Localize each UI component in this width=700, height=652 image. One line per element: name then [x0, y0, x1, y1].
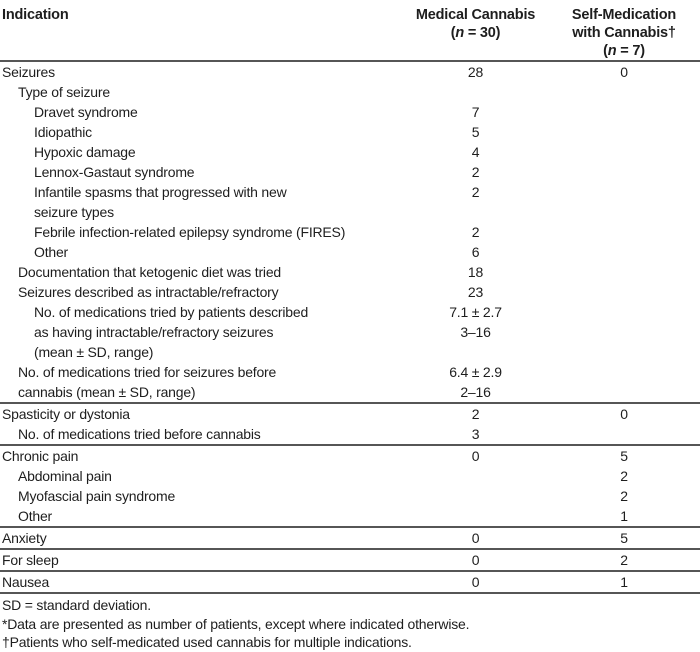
row-label: Seizures: [2, 64, 55, 80]
row-label: Infantile spasms that progressed with ne…: [34, 184, 287, 200]
row-label: Documentation that ketogenic diet was tr…: [18, 264, 281, 280]
cell-value: 4: [471, 144, 480, 160]
divider-rule-header: [0, 60, 700, 62]
row-label: Spasticity or dystonia: [2, 406, 130, 422]
row-label: Lennox-Gastaut syndrome: [34, 164, 195, 180]
cell-value: 0: [620, 64, 628, 80]
cell-value: 1: [620, 574, 628, 590]
row-seizures: Seizures 28 0: [0, 62, 700, 82]
row-anxiety: Anxiety 0 5: [0, 528, 700, 548]
row-label: Dravet syndrome: [34, 104, 138, 120]
row-hypoxic-damage: Hypoxic damage 4: [0, 142, 700, 162]
cell-value-range: 3–16: [460, 324, 491, 340]
row-spasticity-dystonia: Spasticity or dystonia 2 0: [0, 404, 700, 424]
row-seizure-other: Other 6: [0, 242, 700, 262]
row-label: No. of medications tried before cannabis: [18, 426, 261, 442]
row-label: Anxiety: [2, 530, 47, 546]
col-header-self-medication-n: (n = 7): [603, 43, 645, 59]
cell-value: 0: [471, 552, 480, 568]
row-label-line3: (mean ± SD, range): [34, 344, 154, 360]
col-header-self-medication-line1: Self-Medication: [571, 7, 677, 23]
row-infantile-spasms: Infantile spasms that progressed with ne…: [0, 182, 700, 222]
table-header: Indication Medical Cannabis (n = 30) Sel…: [0, 0, 700, 60]
row-label: No. of medications tried for seizures be…: [18, 364, 277, 380]
row-spasticity-meds-before-cannabis: No. of medications tried before cannabis…: [0, 424, 700, 444]
cell-value: 23: [467, 284, 484, 300]
row-meds-tried-intractable: No. of medications tried by patients des…: [0, 302, 700, 362]
table-footnotes: SD = standard deviation. *Data are prese…: [0, 594, 700, 652]
cell-value: 2: [471, 164, 480, 180]
cell-value-mean-sd: 7.1 ± 2.7: [449, 304, 502, 320]
cell-value: 2: [471, 406, 480, 422]
col-header-self-medication: Self-Medication with Cannabis† (n = 7): [548, 6, 700, 60]
row-label-line2: cannabis (mean ± SD, range): [18, 384, 196, 400]
row-dravet-syndrome: Dravet syndrome 7: [0, 102, 700, 122]
col-header-indication: Indication: [2, 7, 69, 23]
row-fires: Febrile infection-related epilepsy syndr…: [0, 222, 700, 242]
cell-value: 28: [467, 64, 484, 80]
cell-value: 2: [471, 224, 480, 240]
row-label: Seizures described as intractable/refrac…: [18, 284, 279, 300]
row-label-line2: seizure types: [34, 204, 114, 220]
row-label: Chronic pain: [2, 448, 79, 464]
row-intractable-refractory: Seizures described as intractable/refrac…: [0, 282, 700, 302]
footnote-asterisk: *Data are presented as number of patient…: [2, 615, 470, 632]
row-myofascial-pain: Myofascial pain syndrome 2: [0, 486, 700, 506]
divider-rule: [0, 592, 700, 594]
cell-value: 0: [471, 530, 480, 546]
row-label: Other: [18, 508, 53, 524]
divider-rule: [0, 402, 700, 404]
cell-value: 7: [471, 104, 480, 120]
row-meds-tried-before-cannabis-seizures: No. of medications tried for seizures be…: [0, 362, 700, 402]
col-header-self-medication-line2: with Cannabis†: [572, 25, 676, 41]
row-nausea: Nausea 0 1: [0, 572, 700, 592]
cell-value: 3: [471, 426, 480, 442]
divider-rule: [0, 526, 700, 528]
cell-value: 0: [471, 574, 480, 590]
cell-value: 5: [620, 448, 628, 464]
col-header-medical-cannabis-n: (n = 30): [450, 25, 501, 41]
row-label: Myofascial pain syndrome: [18, 488, 176, 504]
row-for-sleep: For sleep 0 2: [0, 550, 700, 570]
row-label: Febrile infection-related epilepsy syndr…: [34, 224, 346, 240]
divider-rule: [0, 548, 700, 550]
footnote-dagger: †Patients who self-medicated used cannab…: [2, 634, 412, 650]
cell-value-mean-sd: 6.4 ± 2.9: [449, 364, 502, 380]
row-label: Other: [34, 244, 69, 260]
row-idiopathic: Idiopathic 5: [0, 122, 700, 142]
row-type-of-seizure: Type of seizure: [0, 82, 700, 102]
cell-value: 2: [620, 488, 628, 504]
divider-rule: [0, 444, 700, 446]
cell-value: 0: [620, 406, 628, 422]
row-label: No. of medications tried by patients des…: [34, 304, 309, 320]
cell-value: 0: [471, 448, 480, 464]
row-abdominal-pain: Abdominal pain 2: [0, 466, 700, 486]
row-ketogenic-diet: Documentation that ketogenic diet was tr…: [0, 262, 700, 282]
row-lennox-gastaut: Lennox-Gastaut syndrome 2: [0, 162, 700, 182]
cell-value: 2: [620, 468, 628, 484]
row-label: Nausea: [2, 574, 50, 590]
col-header-medical-cannabis: Medical Cannabis (n = 30): [403, 6, 548, 60]
cell-value: 2: [620, 552, 628, 568]
row-chronic-pain-other: Other 1: [0, 506, 700, 526]
col-header-medical-cannabis-line1: Medical Cannabis: [415, 7, 536, 23]
row-label: Hypoxic damage: [34, 144, 136, 160]
divider-rule: [0, 570, 700, 572]
row-chronic-pain: Chronic pain 0 5: [0, 446, 700, 466]
row-label: For sleep: [2, 552, 59, 568]
cell-value: 5: [620, 530, 628, 546]
cell-value: 2: [471, 184, 480, 200]
cell-value: 18: [467, 264, 484, 280]
cell-value: 1: [620, 508, 628, 524]
row-label: Idiopathic: [34, 124, 92, 140]
row-label-line2: as having intractable/refractory seizure…: [34, 324, 274, 340]
footnote-sd-definition: SD = standard deviation.: [2, 597, 151, 613]
cell-value: 5: [471, 124, 480, 140]
cell-value-range: 2–16: [460, 384, 491, 400]
row-label: Abdominal pain: [18, 468, 112, 484]
cell-value: 6: [471, 244, 480, 260]
row-label: Type of seizure: [18, 84, 110, 100]
